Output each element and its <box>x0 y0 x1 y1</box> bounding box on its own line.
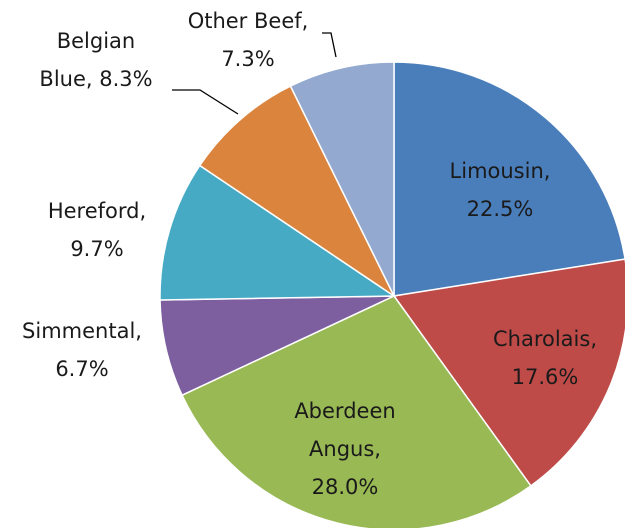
leader-line <box>322 32 337 58</box>
label-line: Belgian <box>57 29 136 53</box>
pie-slice <box>198 85 396 299</box>
slice-label: Belgian Blue, 8.3% <box>39 29 152 91</box>
pie <box>159 61 625 528</box>
slice-label: Charolais, 17.6% <box>493 327 597 389</box>
label-line: Hereford, <box>48 199 146 223</box>
pie-slice <box>159 164 397 301</box>
label-line: Other Beef, <box>188 9 309 33</box>
pie-slice <box>392 258 625 487</box>
label-line: Blue, 8.3% <box>39 67 152 91</box>
leader-line <box>172 89 239 115</box>
slice-label: Other Beef, 7.3% <box>188 9 309 71</box>
slice-label: Hereford, 9.7% <box>48 199 146 261</box>
pie-slice <box>289 61 395 297</box>
pie-slice <box>393 61 625 297</box>
label-line: Aberdeen <box>294 399 395 423</box>
label-line: Simmental, <box>22 319 142 343</box>
label-line: Limousin, <box>450 159 551 183</box>
label-line: 9.7% <box>70 237 123 261</box>
label-line: 17.6% <box>512 365 579 389</box>
slice-label: Aberdeen Angus, 28.0% <box>294 399 395 499</box>
label-line: Angus, <box>309 437 381 461</box>
label-line: 7.3% <box>221 47 274 71</box>
label-line: 22.5% <box>467 197 534 221</box>
slice-label: Limousin, 22.5% <box>450 159 551 221</box>
label-line: 6.7% <box>55 357 108 381</box>
slice-label: Simmental, 6.7% <box>22 319 142 381</box>
pie-slice <box>181 295 532 528</box>
label-line: Charolais, <box>493 327 597 351</box>
label-line: 28.0% <box>312 475 379 499</box>
